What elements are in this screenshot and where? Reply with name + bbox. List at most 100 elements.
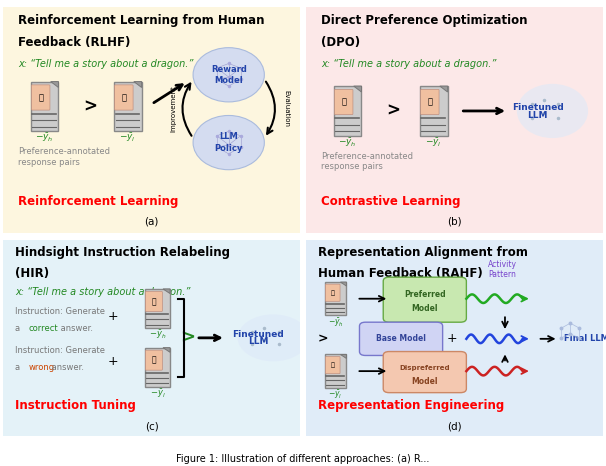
Polygon shape — [341, 282, 347, 286]
FancyBboxPatch shape — [325, 355, 347, 388]
FancyBboxPatch shape — [31, 82, 59, 131]
Polygon shape — [341, 355, 347, 358]
FancyBboxPatch shape — [359, 322, 442, 356]
FancyBboxPatch shape — [0, 236, 306, 439]
Text: Preference-annotated
response pairs: Preference-annotated response pairs — [321, 151, 413, 171]
Text: Instruction: Generate: Instruction: Generate — [15, 346, 105, 355]
Text: (d): (d) — [447, 422, 462, 432]
Text: 👍: 👍 — [341, 97, 346, 107]
Polygon shape — [51, 82, 59, 88]
Text: 👎: 👎 — [152, 356, 156, 365]
Text: wrong: wrong — [28, 363, 55, 372]
Text: Final LLM: Final LLM — [564, 334, 606, 343]
Text: +: + — [446, 332, 457, 345]
Text: Representation Alignment from: Representation Alignment from — [318, 246, 528, 259]
Text: Instruction: Generate: Instruction: Generate — [15, 307, 105, 315]
Text: >: > — [84, 97, 98, 116]
Text: (a): (a) — [144, 216, 159, 226]
Text: >: > — [387, 102, 401, 120]
Text: >: > — [318, 332, 328, 345]
Text: +: + — [108, 310, 118, 323]
Polygon shape — [163, 289, 170, 294]
Text: (DPO): (DPO) — [321, 36, 360, 49]
Text: Policy: Policy — [215, 144, 243, 153]
Text: (b): (b) — [447, 216, 462, 226]
Text: +: + — [108, 355, 118, 368]
Text: Model: Model — [411, 377, 438, 386]
Text: Activity
Pattern: Activity Pattern — [487, 260, 516, 279]
Text: LLM: LLM — [219, 132, 238, 142]
FancyBboxPatch shape — [334, 86, 362, 136]
Text: answer.: answer. — [58, 324, 93, 333]
FancyBboxPatch shape — [325, 282, 347, 315]
Text: $-\bar{y}_l$: $-\bar{y}_l$ — [150, 387, 165, 399]
FancyBboxPatch shape — [383, 277, 467, 322]
Text: $-\bar{y}_h$: $-\bar{y}_h$ — [338, 136, 357, 149]
Text: 👎: 👎 — [331, 363, 335, 368]
FancyBboxPatch shape — [114, 82, 142, 131]
Text: $-\bar{y}_h$: $-\bar{y}_h$ — [328, 316, 344, 329]
FancyBboxPatch shape — [145, 289, 170, 328]
Text: $-\bar{y}_l$: $-\bar{y}_l$ — [119, 131, 136, 144]
Text: answer.: answer. — [49, 363, 84, 372]
Text: Improvement: Improvement — [171, 85, 177, 132]
Text: x: “Tell me a story about a dragon.”: x: “Tell me a story about a dragon.” — [15, 287, 190, 297]
Text: LLM: LLM — [527, 111, 548, 120]
Polygon shape — [134, 82, 142, 88]
Text: Feedback (RLHF): Feedback (RLHF) — [18, 36, 130, 49]
Polygon shape — [354, 86, 362, 92]
Text: LLM: LLM — [248, 337, 268, 346]
Circle shape — [517, 84, 588, 138]
Text: a: a — [15, 363, 22, 372]
Text: Figure 1: Illustration of different approaches: (a) R...: Figure 1: Illustration of different appr… — [176, 454, 430, 464]
FancyBboxPatch shape — [145, 350, 162, 370]
Text: Instruction Tuning: Instruction Tuning — [15, 399, 136, 412]
Text: (c): (c) — [145, 422, 158, 432]
FancyBboxPatch shape — [420, 86, 448, 136]
Text: Hindsight Instruction Relabeling: Hindsight Instruction Relabeling — [15, 246, 230, 259]
Polygon shape — [163, 348, 170, 352]
Text: Reinforcement Learning from Human: Reinforcement Learning from Human — [18, 14, 264, 27]
Text: $-\bar{y}_l$: $-\bar{y}_l$ — [425, 136, 442, 149]
FancyBboxPatch shape — [300, 2, 606, 238]
Text: Model: Model — [411, 304, 438, 313]
FancyBboxPatch shape — [300, 236, 606, 439]
Text: Reinforcement Learning: Reinforcement Learning — [18, 195, 178, 208]
Text: 👍: 👍 — [331, 290, 335, 295]
FancyBboxPatch shape — [383, 351, 467, 393]
FancyBboxPatch shape — [325, 356, 340, 374]
Text: $-\bar{y}_l$: $-\bar{y}_l$ — [328, 389, 343, 401]
Text: Contrastive Learning: Contrastive Learning — [321, 195, 461, 208]
FancyBboxPatch shape — [421, 89, 439, 115]
Circle shape — [238, 315, 309, 361]
Text: >: > — [179, 329, 195, 347]
Text: Preferred: Preferred — [404, 290, 445, 299]
Text: Dispreferred: Dispreferred — [399, 365, 450, 371]
Text: 👍: 👍 — [38, 93, 43, 102]
Polygon shape — [440, 86, 448, 92]
Text: Human Feedback (RAHF): Human Feedback (RAHF) — [318, 267, 482, 281]
Text: correct: correct — [28, 324, 58, 333]
Text: a: a — [15, 324, 22, 333]
Text: $-\bar{y}_h$: $-\bar{y}_h$ — [35, 131, 54, 144]
FancyBboxPatch shape — [115, 85, 133, 110]
Text: Model: Model — [215, 76, 243, 85]
Circle shape — [193, 48, 264, 102]
Text: Evaluation: Evaluation — [284, 90, 290, 127]
Text: Finetuned: Finetuned — [233, 330, 284, 339]
FancyBboxPatch shape — [325, 284, 340, 302]
FancyBboxPatch shape — [145, 348, 170, 387]
FancyBboxPatch shape — [0, 2, 306, 238]
Text: 👎: 👎 — [427, 97, 432, 107]
Text: 👎: 👎 — [121, 93, 127, 102]
FancyBboxPatch shape — [32, 85, 50, 110]
Text: x: “Tell me a story about a dragon.”: x: “Tell me a story about a dragon.” — [321, 59, 496, 69]
Text: Finetuned: Finetuned — [512, 103, 564, 112]
Text: Base Model: Base Model — [376, 334, 426, 343]
FancyBboxPatch shape — [145, 291, 162, 311]
Text: x: “Tell me a story about a dragon.”: x: “Tell me a story about a dragon.” — [18, 59, 193, 69]
Text: (HIR): (HIR) — [15, 267, 49, 281]
FancyBboxPatch shape — [335, 89, 353, 115]
Circle shape — [193, 116, 264, 170]
Text: 👍: 👍 — [152, 297, 156, 306]
